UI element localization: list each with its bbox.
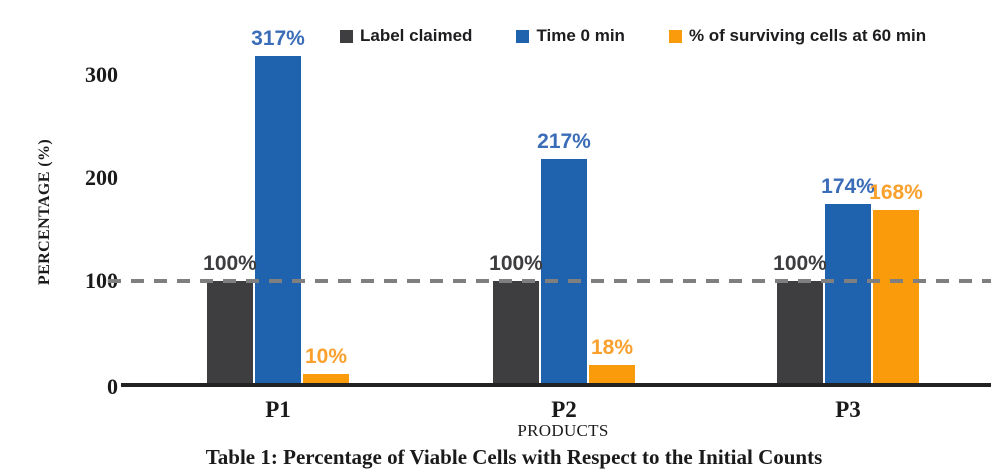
bar-value-label-p2-series-0: 100% [489,252,543,275]
y-tick-100: 100 [85,268,118,293]
bar-p1-series-0 [207,281,253,384]
legend-swatch-label-claimed [340,29,353,43]
bar-value-label-p1-series-1: 317% [251,27,305,50]
x-category-p2: P2 [551,397,577,422]
legend-swatch-time-0-min [516,29,530,43]
legend-label: % of surviving cells at 60 min [688,26,927,45]
bar-p2-series-1 [541,159,587,384]
y-tick-200: 200 [85,165,118,190]
x-category-p1: P1 [265,397,291,422]
legend-label: Time 0 min [536,26,625,45]
bar-p2-series-0 [493,281,539,384]
reference-line-100 [108,279,991,283]
bar-value-label-p2-series-2: 18% [590,336,634,359]
x-axis-title: PRODUCTS [517,421,609,440]
bar-p3-series-0 [777,281,823,384]
bar-p1-series-1 [255,56,301,384]
bar-value-label-p3-series-0: 100% [773,252,827,275]
legend-item-time-0-min: Time 0 min [516,26,625,46]
x-category-p3: P3 [835,397,861,422]
bar-value-label-p3-series-2: 168% [869,181,923,204]
x-axis-line [121,383,991,387]
legend-swatch-surviving-cells [668,29,682,43]
y-tick-0: 0 [107,374,118,399]
legend-item-label-claimed: Label claimed [340,26,472,46]
bar-p2-series-2 [589,365,635,384]
chart-caption: Table 1: Percentage of Viable Cells with… [205,445,823,469]
legend-label: Label claimed [360,26,473,45]
bar-p1-series-2 [303,374,349,384]
bar-p3-series-2 [873,210,919,384]
legend: Label claimed Time 0 min % of surviving … [340,26,926,46]
bar-value-label-p2-series-1: 217% [537,130,591,153]
bar-p3-series-1 [825,204,871,384]
bar-value-label-p1-series-0: 100% [203,252,257,275]
legend-item-surviving-cells: % of surviving cells at 60 min [668,26,927,46]
bar-value-label-p3-series-1: 174% [821,175,875,198]
bar-value-label-p1-series-2: 10% [304,345,348,368]
y-tick-300: 300 [85,62,118,87]
